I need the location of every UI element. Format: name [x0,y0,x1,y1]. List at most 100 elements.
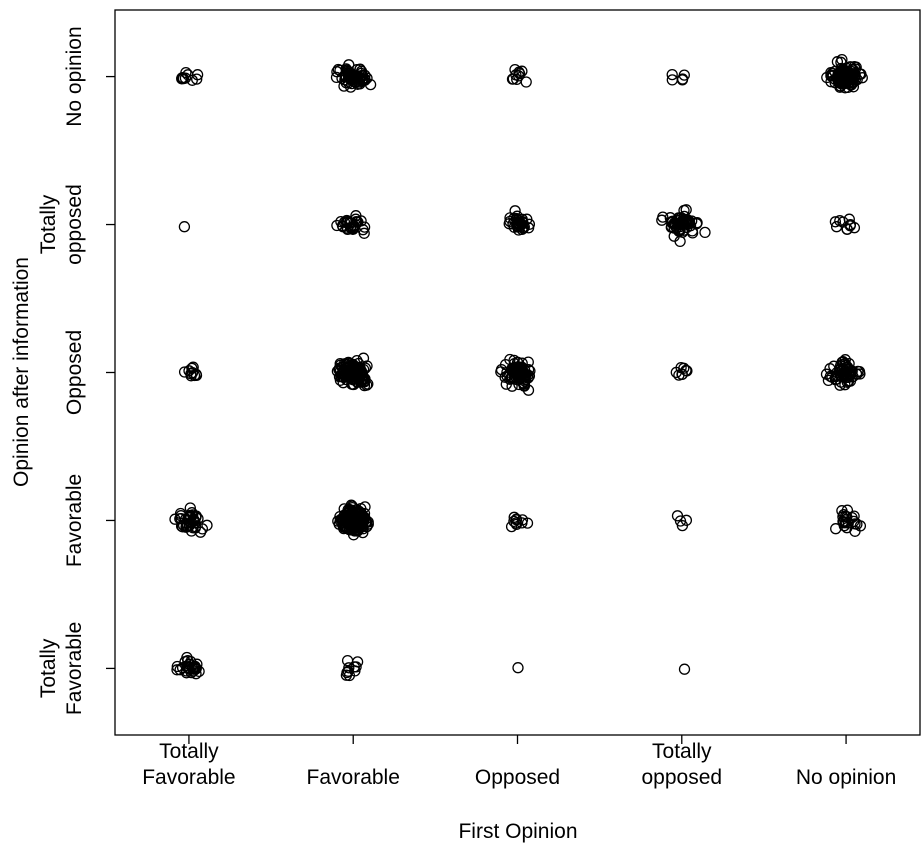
data-point [520,76,532,88]
data-point [190,663,202,675]
data-point [839,517,851,529]
data-point [681,365,693,377]
data-point [341,666,353,679]
data-point [514,68,526,80]
x-tick-label: Totally [652,740,712,763]
data-point [506,380,518,392]
data-point [343,662,355,674]
data-point [678,663,691,675]
y-tick-label-group: Totally Favorable [37,622,86,715]
data-point [513,219,526,231]
x-tick-label: No opinion [796,766,896,789]
data-point [508,511,520,523]
data-point [841,511,853,523]
data-point [840,361,853,373]
data-point [522,356,534,368]
x-axis-title: First Opinion [458,820,577,843]
y-tick-label: Opposed [63,330,86,415]
data-point [656,214,668,226]
data-point [841,223,853,235]
data-points [169,53,868,682]
data-point [841,522,853,534]
data-point [829,216,842,228]
y-tick-label-group: No opinion [63,26,86,126]
y-tick-label: No opinion [63,26,86,126]
data-point [334,64,346,77]
data-point [347,222,359,234]
data-point [191,69,204,81]
data-point [676,73,689,85]
x-tick-label: Favorable [307,766,400,789]
data-point [201,519,213,531]
x-tick-label: Favorable [142,766,235,789]
data-point [508,515,520,528]
data-point [830,373,842,385]
data-point [511,356,524,368]
data-point [187,514,200,526]
data-point [181,651,193,664]
x-axis-ticks: Totally Favorable Favorable Opposed Totally o… [142,735,896,789]
data-point [183,365,195,377]
data-point [842,72,855,84]
data-point [185,370,197,382]
y-tick-label: Favorable [63,622,86,715]
data-point [501,366,513,379]
data-point [831,56,844,68]
data-point [506,365,518,377]
data-point [847,72,859,85]
y-tick-label: Totally [37,194,60,254]
data-point [357,374,369,386]
data-point [495,363,508,376]
data-point [521,517,534,529]
data-point [357,523,369,535]
data-point [178,366,191,378]
data-point [343,504,355,517]
data-point [824,363,836,375]
data-point [194,526,207,538]
data-point [512,662,524,674]
data-point [686,215,698,227]
data-point [668,222,680,234]
data-point [351,656,364,668]
data-point [674,224,686,237]
data-point [844,220,856,232]
y-axis-title: Opinion after information [10,257,33,487]
data-point [853,365,866,378]
data-point [836,371,848,383]
data-point [848,60,861,73]
y-tick-label-group: Opposed [63,330,86,415]
data-point [666,68,678,81]
data-point [334,364,347,377]
data-point [352,523,365,536]
data-point [190,668,202,680]
x-tick-label: Opposed [475,766,560,789]
data-point [509,205,521,217]
data-point [517,369,530,382]
x-tick-label: opposed [641,766,722,789]
data-point [180,66,192,79]
y-tick-label: opposed [63,184,86,265]
data-point [839,367,852,380]
data-point [345,513,357,525]
data-point [674,235,686,248]
data-point [830,221,843,233]
data-point [513,369,525,381]
data-point [178,221,191,233]
x-tick-label: Totally [159,740,219,763]
data-point [522,384,535,396]
data-point [341,223,354,236]
data-point [185,525,198,537]
data-point [354,368,367,380]
data-point [839,71,851,83]
data-point [519,372,531,384]
data-point [345,81,357,93]
data-point [837,356,849,368]
data-point [191,73,203,85]
data-point [357,514,369,526]
data-point [188,661,200,673]
data-point [342,356,355,369]
data-point [834,215,846,227]
data-point [344,216,356,229]
y-tick-label-group: Favorable [63,474,86,567]
